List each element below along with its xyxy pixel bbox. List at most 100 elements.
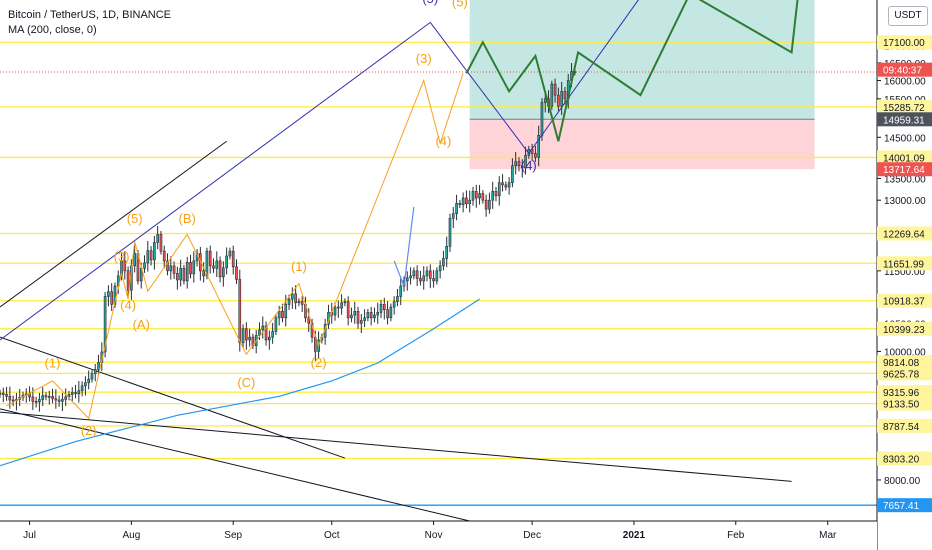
candle-115: [376, 302, 380, 324]
orange-wave-path: [6, 73, 464, 420]
candle-152: [497, 176, 501, 206]
candle-body: [284, 304, 288, 319]
level-badge-8: 10399.23: [883, 325, 925, 336]
candle-body: [438, 265, 442, 272]
candle-body: [281, 311, 284, 319]
candle-80: [261, 316, 265, 339]
candle-body: [126, 270, 130, 291]
candle-body: [222, 267, 225, 278]
candle-body: [172, 265, 176, 274]
candle-82: [268, 330, 271, 350]
candle-143: [468, 190, 472, 213]
currency-badge[interactable]: USDT: [888, 6, 928, 26]
candle-25: [80, 381, 84, 397]
wave-label-7: (C): [237, 375, 255, 390]
candle-127: [415, 265, 419, 287]
trendline-0: [0, 140, 227, 308]
candle-body: [264, 325, 268, 341]
candle-body: [176, 273, 179, 281]
candle-89: [291, 287, 294, 309]
wave-label-13: (5): [422, 0, 438, 6]
candle-164: [537, 125, 540, 167]
candle-55: [179, 259, 182, 287]
candle-112: [366, 308, 370, 322]
level-badge-15: 7657.41: [883, 501, 920, 512]
candle-body: [103, 296, 107, 353]
candle-body: [520, 165, 524, 169]
candle-19: [61, 392, 64, 412]
forecast-path: [465, 0, 799, 142]
candle-56: [182, 264, 186, 285]
candle-103: [337, 300, 340, 318]
candle-21: [67, 390, 71, 401]
candle-body: [386, 309, 389, 319]
candle-body: [87, 378, 91, 384]
x-tick-label-4: Nov: [425, 530, 443, 541]
candle-41: [133, 244, 136, 273]
candle-body: [228, 250, 232, 257]
level-badge-11-bg: [877, 385, 932, 400]
candle-169: [553, 78, 557, 103]
candle-body: [343, 301, 347, 304]
wave-label-3: (4): [120, 298, 136, 313]
candle-87: [284, 294, 288, 327]
candle-body: [524, 155, 527, 169]
candle-163: [534, 145, 537, 162]
wave-label-8: (1): [291, 259, 307, 274]
candle-body: [208, 250, 212, 267]
candle-28: [90, 370, 94, 383]
candle-body: [277, 311, 281, 319]
candle-body: [333, 306, 337, 316]
candle-131: [428, 264, 432, 289]
candle-64: [208, 245, 212, 274]
position-zones: [469, 0, 815, 170]
level-badge-4-bg: [877, 162, 932, 177]
level-badge-9: 9814.08: [883, 358, 920, 369]
candle-67: [218, 256, 222, 283]
wave-label-4: (5): [127, 211, 143, 226]
candle-142: [465, 190, 468, 209]
candle-81: [264, 321, 268, 346]
candle-140: [458, 199, 462, 209]
candle-51: [166, 253, 169, 276]
candle-69: [225, 247, 228, 275]
countdown-badge: 09:40:37: [883, 66, 922, 77]
candle-109: [356, 306, 360, 329]
candle-23: [74, 385, 77, 399]
candle-129: [422, 266, 426, 290]
candle-144: [471, 186, 475, 206]
candle-body: [300, 301, 304, 305]
level-badge-3: 14001.09: [883, 153, 925, 164]
candle-body: [28, 393, 31, 398]
candle-95: [310, 318, 314, 343]
candle-154: [504, 181, 508, 191]
level-badge-5-bg: [877, 226, 932, 241]
wave-label-2: (3): [114, 249, 130, 264]
candle-body: [61, 399, 64, 402]
level-badge-14: 8303.20: [883, 455, 920, 466]
y-tick-label-6: 13000.00: [884, 196, 926, 207]
wave-label-5: (A): [133, 317, 150, 332]
candle-body: [353, 311, 357, 316]
candle-body: [93, 369, 97, 374]
candle-body: [156, 234, 159, 243]
candle-139: [455, 194, 458, 221]
candle-71: [231, 245, 235, 275]
wave-label-12: (5): [452, 0, 468, 9]
candle-body: [5, 394, 8, 397]
candle-body: [484, 199, 488, 210]
candle-body: [159, 234, 163, 252]
level-badge-1: 15285.72: [883, 103, 925, 114]
level-badge-9-bg: [877, 355, 932, 370]
candle-body: [461, 197, 465, 205]
level-badge-1-bg: [877, 99, 932, 114]
candle-92: [300, 296, 304, 313]
level-badge-10: 9625.78: [883, 369, 920, 380]
level-badge-11: 9315.96: [883, 388, 920, 399]
candle-body: [540, 102, 544, 136]
candle-body: [110, 291, 113, 305]
level-badge-7: 10918.37: [883, 297, 925, 308]
candle-118: [386, 301, 389, 325]
